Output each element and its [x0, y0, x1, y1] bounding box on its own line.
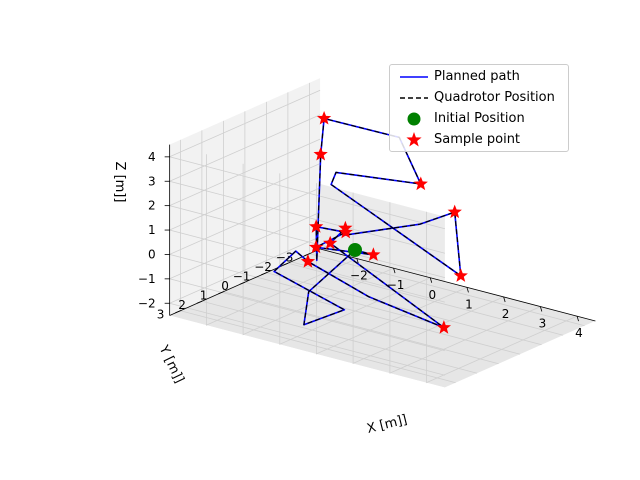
x-gridline: [205, 154, 358, 326]
initial-position-marker: [348, 243, 362, 257]
quadrotor-dashed-line-icon: [400, 97, 428, 99]
z-tick-label: 3: [148, 174, 156, 188]
y-tick-label: 2: [178, 298, 186, 312]
y-tick-label: 3: [157, 308, 165, 322]
x-tick-label: 3: [539, 317, 547, 331]
legend-item-initial-position: Initial Position: [390, 109, 570, 129]
z-tick-label: 0: [148, 247, 156, 261]
x-tick-label: −1: [387, 278, 405, 292]
legend-label: Quadrotor Position: [434, 90, 555, 105]
y-tick-mark: [196, 300, 203, 304]
sample-point-marker: [309, 219, 324, 233]
y-tick-mark: [175, 310, 181, 314]
sample-point-marker: [323, 235, 338, 250]
legend-label: Sample point: [434, 132, 521, 147]
x-tick-label: −2: [350, 269, 368, 283]
x-tick-mark: [393, 268, 396, 274]
quadrotor-position-line: [273, 117, 462, 329]
legend-item-planned-path: Planned path: [390, 67, 570, 87]
x-tick-mark: [356, 258, 359, 264]
y-tick-mark: [304, 253, 310, 257]
sample-point-marker: [316, 111, 332, 125]
sample-point-marker: [313, 146, 328, 161]
y-tick-mark: [218, 291, 224, 295]
z-tick-label: 4: [148, 150, 156, 164]
y-tick-mark: [282, 262, 289, 266]
legend-label: Planned path: [434, 69, 520, 84]
x-tick-label: 2: [502, 307, 510, 321]
z-tick-label: −2: [138, 296, 156, 310]
x-tick-mark: [466, 287, 469, 293]
sample-point-marker: [436, 320, 451, 334]
y-tick-label: −3: [276, 251, 294, 265]
x-axis-label: X [m]]: [365, 412, 408, 436]
x-gridline: [389, 202, 541, 374]
y-tick-label: −1: [233, 270, 251, 284]
sample-point-marker: [338, 220, 353, 235]
y-tick-mark: [239, 281, 246, 285]
x-gridline: [426, 211, 578, 384]
sample-point-marker: [453, 268, 468, 282]
planned-path-line-icon: [400, 76, 428, 78]
legend-item-sample-point: Sample point: [390, 130, 570, 150]
legend-label: Initial Position: [434, 111, 525, 126]
z-axis-label: Z [m]]: [112, 162, 127, 203]
x-tick-label: 4: [575, 326, 583, 340]
x-tick-label: 1: [465, 297, 473, 311]
sample-point-marker: [447, 204, 462, 219]
z-tick-label: −1: [138, 272, 156, 286]
red-star-icon: [406, 132, 422, 147]
green-circle-icon: [407, 112, 421, 126]
sample-point-marker: [413, 176, 428, 191]
y-tick-label: 0: [221, 279, 229, 293]
y-tick-mark: [261, 272, 267, 276]
sample-point-marker: [308, 239, 324, 254]
sample-point-marker: [366, 247, 381, 261]
x-tick-label: 0: [428, 288, 436, 302]
x-tick-mark: [539, 306, 543, 312]
y-tick-label: 1: [200, 289, 208, 303]
legend-item-quadrotor-position: Quadrotor Position: [390, 88, 570, 108]
z-tick-label: 1: [148, 223, 156, 237]
x-axis-line: [320, 248, 596, 322]
y-tick-label: −2: [254, 260, 272, 274]
sample-point-marker: [300, 254, 316, 268]
y-axis-label: Y [m]]: [155, 342, 186, 385]
x-tick-mark: [503, 296, 506, 303]
legend: Planned path Quadrotor Position Initial …: [389, 64, 569, 152]
z-tick-label: 2: [148, 199, 156, 213]
x-tick-mark: [429, 277, 433, 283]
x-tick-mark: [576, 316, 579, 322]
series-layer: [273, 111, 468, 334]
x-gridline: [242, 163, 394, 336]
